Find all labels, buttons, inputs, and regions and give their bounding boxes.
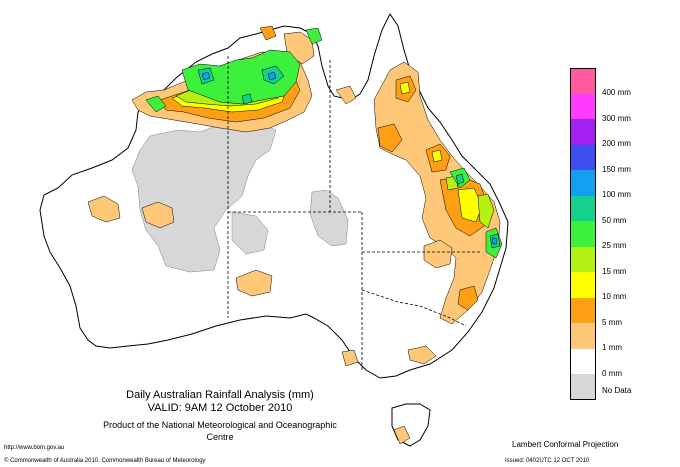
rainfall-legend: 400 mm 300 mm 200 mm 150 mm 100 mm 50 mm 25 mm…: [570, 68, 631, 400]
legend-row: 200 mm: [570, 119, 631, 148]
legend-swatch-nodata: [570, 374, 596, 400]
bom-url: http://www.bom.gov.au: [4, 445, 65, 451]
legend-row: 25 mm: [570, 221, 631, 250]
legend-label: 200 mm: [602, 139, 631, 148]
legend-row: 15 mm: [570, 246, 631, 276]
legend-label: 10 mm: [602, 292, 627, 301]
rain-100mm: [201, 71, 498, 245]
legend-row: 100 mm: [570, 170, 631, 199]
legend-row: 400 mm: [570, 68, 631, 97]
legend-row: 5 mm: [570, 297, 631, 327]
legend-label: 150 mm: [602, 164, 631, 174]
legend-label: 15 mm: [602, 266, 627, 276]
legend-swatch: [570, 195, 596, 221]
legend-row: 150 mm: [570, 144, 631, 174]
legend-row: 300 mm: [570, 93, 631, 123]
legend-swatch: [570, 221, 596, 247]
legend-swatch: [570, 93, 596, 119]
legend-label: 25 mm: [602, 241, 627, 250]
map-title-block: Daily Australian Rainfall Analysis (mm) …: [90, 389, 350, 443]
legend-swatch: [570, 297, 596, 323]
product-credit: Product of the National Meteorological a…: [103, 420, 337, 442]
legend-swatch: [570, 68, 596, 94]
legend-label: 300 mm: [602, 113, 631, 123]
legend-label: 50 mm: [602, 215, 627, 225]
tasmania-outline: [391, 403, 431, 447]
legend-swatch: [570, 323, 596, 349]
copyright-notice: © Commonwealth of Australia 2010, Common…: [4, 458, 206, 464]
legend-label: 0 mm: [602, 368, 622, 378]
issued-timestamp: Issued: 0402UTC 12 OCT 2010: [505, 458, 590, 464]
map-title: Daily Australian Rainfall Analysis (mm): [126, 389, 314, 401]
state-borders: [227, 56, 480, 370]
legend-swatch: [570, 119, 596, 145]
projection-label: Lambert Conformal Projection: [512, 440, 619, 449]
legend-swatch: [570, 348, 596, 374]
legend-label: 400 mm: [602, 88, 631, 97]
legend-label: 1 mm: [602, 343, 622, 352]
legend-row: 50 mm: [570, 195, 631, 225]
legend-nodata-label: No Data: [602, 386, 632, 395]
legend-row: 0 mm: [570, 348, 631, 378]
legend-swatch: [570, 144, 596, 170]
legend-label: 5 mm: [602, 317, 622, 327]
legend-label: 100 mm: [602, 190, 631, 199]
legend-swatch: [570, 272, 596, 298]
legend-swatch: [570, 246, 596, 272]
legend-row: 10 mm: [570, 272, 631, 301]
valid-date: VALID: 9AM 12 October 2010: [147, 402, 293, 414]
legend-swatch: [570, 170, 596, 196]
no-data-regions: [131, 123, 349, 273]
legend-row-nodata: [570, 374, 631, 400]
legend-row: 1 mm: [570, 323, 631, 352]
